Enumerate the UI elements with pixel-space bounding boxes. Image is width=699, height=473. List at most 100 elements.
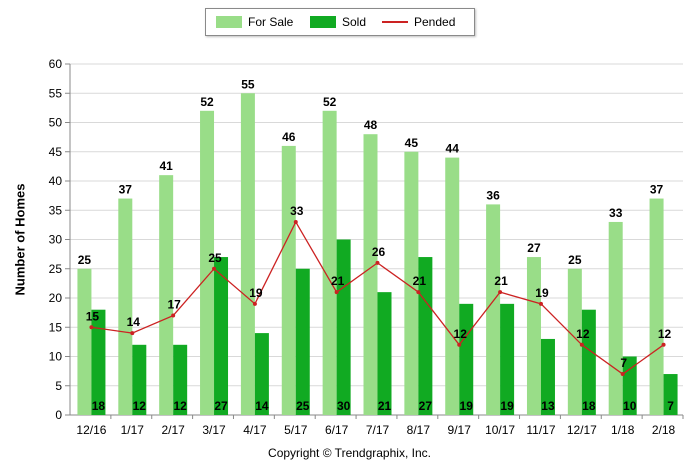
x-tick-label: 10/17 bbox=[485, 423, 515, 437]
legend-label-sold: Sold bbox=[342, 15, 367, 29]
x-tick-label: 3/17 bbox=[202, 423, 226, 437]
for-sale-bar bbox=[649, 198, 664, 415]
sold-bar bbox=[173, 344, 188, 415]
y-tick-label: 50 bbox=[49, 116, 63, 130]
sold-data-label: 21 bbox=[378, 399, 392, 413]
pended-data-label: 12 bbox=[658, 327, 672, 341]
x-tick-label: 9/17 bbox=[448, 423, 472, 437]
legend-item-sold: Sold bbox=[310, 9, 366, 35]
pended-point bbox=[661, 342, 666, 347]
pended-point bbox=[579, 342, 584, 347]
for-sale-data-label: 27 bbox=[527, 241, 541, 255]
sold-data-label: 18 bbox=[92, 399, 106, 413]
y-tick-label: 20 bbox=[49, 291, 63, 305]
sold-data-label: 12 bbox=[173, 399, 187, 413]
pended-data-label: 7 bbox=[620, 356, 627, 370]
sold-bar bbox=[500, 303, 515, 415]
pended-data-label: 12 bbox=[454, 327, 468, 341]
pended-data-label: 17 bbox=[167, 298, 181, 312]
y-tick-label: 15 bbox=[49, 320, 63, 334]
for-sale-bar bbox=[281, 145, 296, 415]
for-sale-data-label: 41 bbox=[159, 159, 173, 173]
pended-point bbox=[498, 290, 503, 295]
for-sale-data-label: 33 bbox=[609, 206, 623, 220]
x-tick-label: 11/17 bbox=[526, 423, 555, 437]
for-sale-bar bbox=[200, 110, 215, 416]
y-tick-label: 30 bbox=[49, 233, 63, 247]
legend-label-pended: Pended bbox=[414, 15, 456, 29]
pended-data-label: 21 bbox=[413, 274, 427, 288]
x-tick-label: 1/18 bbox=[611, 423, 635, 437]
for-sale-data-label: 44 bbox=[446, 142, 460, 156]
for-sale-bar bbox=[486, 204, 501, 415]
for-sale-bar bbox=[445, 157, 460, 415]
y-tick-label: 40 bbox=[49, 174, 63, 188]
for-sale-data-label: 52 bbox=[323, 95, 337, 109]
pended-data-label: 14 bbox=[127, 315, 141, 329]
for-sale-data-label: 52 bbox=[200, 95, 214, 109]
pended-data-label: 15 bbox=[86, 309, 100, 323]
for-sale-data-label: 46 bbox=[282, 130, 296, 144]
copyright-text: Copyright © Trendgraphix, Inc. bbox=[268, 446, 431, 460]
for-sale-data-label: 36 bbox=[486, 188, 500, 202]
y-tick-label: 25 bbox=[49, 262, 63, 276]
y-tick-label: 35 bbox=[49, 203, 63, 217]
pended-point bbox=[375, 260, 380, 265]
sold-swatch bbox=[310, 16, 336, 28]
sold-data-label: 13 bbox=[541, 399, 555, 413]
sold-bar bbox=[254, 333, 269, 415]
sold-bar bbox=[132, 344, 147, 415]
y-tick-label: 10 bbox=[49, 350, 63, 364]
x-tick-label: 2/18 bbox=[652, 423, 676, 437]
sold-data-label: 30 bbox=[337, 399, 351, 413]
legend: For Sale Sold Pended bbox=[205, 8, 475, 36]
for-sale-bar bbox=[567, 268, 582, 415]
sold-bar bbox=[295, 268, 310, 415]
sold-data-label: 14 bbox=[255, 399, 269, 413]
pended-point bbox=[620, 372, 625, 377]
y-tick-label: 0 bbox=[55, 408, 62, 422]
sold-data-label: 27 bbox=[214, 399, 228, 413]
pended-data-label: 25 bbox=[208, 251, 222, 265]
for-sale-bar bbox=[77, 268, 92, 415]
x-tick-label: 12/16 bbox=[76, 423, 106, 437]
sold-bar bbox=[336, 239, 351, 415]
sold-bar bbox=[663, 374, 678, 415]
x-tick-label: 5/17 bbox=[284, 423, 308, 437]
for-sale-data-label: 45 bbox=[405, 136, 419, 150]
x-tick-label: 2/17 bbox=[161, 423, 185, 437]
x-tick-label: 1/17 bbox=[121, 423, 145, 437]
sold-bar bbox=[581, 309, 596, 415]
y-tick-label: 5 bbox=[55, 379, 62, 393]
for-sale-bar bbox=[404, 151, 419, 415]
y-axis-label: Number of Homes bbox=[12, 183, 28, 296]
for-sale-bar bbox=[526, 257, 541, 415]
sold-data-label: 19 bbox=[500, 399, 514, 413]
sold-bar bbox=[540, 338, 555, 415]
sold-data-label: 18 bbox=[582, 399, 596, 413]
pended-point bbox=[538, 301, 543, 306]
pended-data-label: 26 bbox=[372, 245, 386, 259]
pended-point bbox=[212, 266, 217, 271]
for-sale-data-label: 25 bbox=[78, 253, 92, 267]
sold-data-label: 25 bbox=[296, 399, 310, 413]
sold-bar bbox=[214, 257, 229, 415]
for-sale-data-label: 48 bbox=[364, 118, 378, 132]
legend-item-for-sale: For Sale bbox=[216, 9, 293, 35]
for-sale-bar bbox=[240, 93, 255, 415]
pended-data-label: 19 bbox=[249, 286, 263, 300]
for-sale-swatch bbox=[216, 16, 242, 28]
pended-data-label: 21 bbox=[494, 274, 508, 288]
y-tick-label: 60 bbox=[49, 57, 63, 71]
for-sale-data-label: 55 bbox=[241, 77, 255, 91]
x-tick-label: 4/17 bbox=[243, 423, 267, 437]
pended-data-label: 33 bbox=[290, 204, 304, 218]
pended-point bbox=[89, 325, 94, 330]
for-sale-bar bbox=[608, 221, 623, 415]
for-sale-data-label: 37 bbox=[119, 183, 133, 197]
pended-data-label: 19 bbox=[535, 286, 549, 300]
sold-data-label: 7 bbox=[667, 399, 674, 413]
pended-data-label: 21 bbox=[331, 274, 345, 288]
sold-data-label: 10 bbox=[623, 399, 637, 413]
